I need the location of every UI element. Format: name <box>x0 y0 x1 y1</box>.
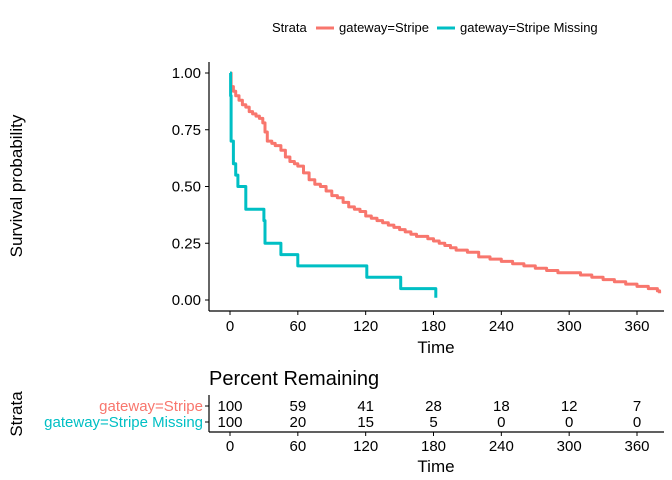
table-cell: 100 <box>217 398 242 415</box>
table-cell: 28 <box>425 398 442 415</box>
table-x-tick-label: 60 <box>289 438 306 455</box>
table-rows: gateway=Stripe 100 59 41 28 18 12 7 gateway=Stri… <box>44 398 641 431</box>
x-tick-label: 300 <box>557 318 582 335</box>
table-x-tick-label: 0 <box>226 438 234 455</box>
table-cell: 59 <box>289 398 306 415</box>
survival-plot: Survival probability 0.00 0.25 0.50 0.75 1.0… <box>7 62 664 357</box>
x-tick-label: 120 <box>353 318 378 335</box>
table-x-tick-label: 180 <box>421 438 446 455</box>
table-cell: 7 <box>633 398 641 415</box>
y-tick-label: 0.50 <box>172 179 201 196</box>
table-x-tick-label: 300 <box>557 438 582 455</box>
y-tick-label: 0.25 <box>172 235 201 252</box>
table-cell: 0 <box>497 414 505 431</box>
x-tick-label: 360 <box>624 318 649 335</box>
table-x-axis-label: Time <box>417 457 454 476</box>
y-tick-label: 0.75 <box>172 122 201 139</box>
y-axis-label: Survival probability <box>7 114 26 257</box>
table-cell: 18 <box>493 398 510 415</box>
y-ticks: 0.00 0.25 0.50 0.75 1.00 <box>172 65 209 309</box>
table-x-tick-label: 360 <box>624 438 649 455</box>
x-tick-label: 180 <box>421 318 446 335</box>
y-tick-label: 1.00 <box>172 65 201 82</box>
table-cell: 0 <box>633 414 641 431</box>
x-tick-label: 0 <box>226 318 234 335</box>
table-row-label: gateway=Stripe Missing <box>44 414 203 431</box>
x-tick-label: 60 <box>289 318 306 335</box>
table-y-axis-label: Strata <box>7 391 26 437</box>
series-line-stripe <box>229 71 662 294</box>
survival-curves <box>229 71 662 298</box>
legend-label-stripe-missing: gateway=Stripe Missing <box>460 20 598 35</box>
x-tick-label: 240 <box>489 318 514 335</box>
table-cell: 12 <box>561 398 578 415</box>
risk-table: Percent Remaining Strata gateway=Stripe 1… <box>7 368 664 476</box>
x-ticks: 0 60 120 180 240 300 360 <box>226 311 650 335</box>
table-cell: 41 <box>357 398 374 415</box>
table-cell: 0 <box>565 414 573 431</box>
table-x-tick-label: 240 <box>489 438 514 455</box>
legend-title: Strata <box>272 20 307 35</box>
series-line-stripe-missing <box>229 71 438 298</box>
y-tick-label: 0.00 <box>172 292 201 309</box>
table-cell: 5 <box>429 414 437 431</box>
x-axis-label: Time <box>417 338 454 357</box>
table-x-tick-label: 120 <box>353 438 378 455</box>
table-x-ticks: 0 60 120 180 240 300 360 <box>226 432 650 455</box>
table-title: Percent Remaining <box>209 368 379 390</box>
table-cell: 20 <box>289 414 306 431</box>
table-cell: 100 <box>217 414 242 431</box>
table-cell: 15 <box>357 414 374 431</box>
table-row-label: gateway=Stripe <box>99 398 203 415</box>
legend-label-stripe: gateway=Stripe <box>339 20 429 35</box>
legend: Strata gateway=Stripe gateway=Stripe Mis… <box>272 20 598 35</box>
